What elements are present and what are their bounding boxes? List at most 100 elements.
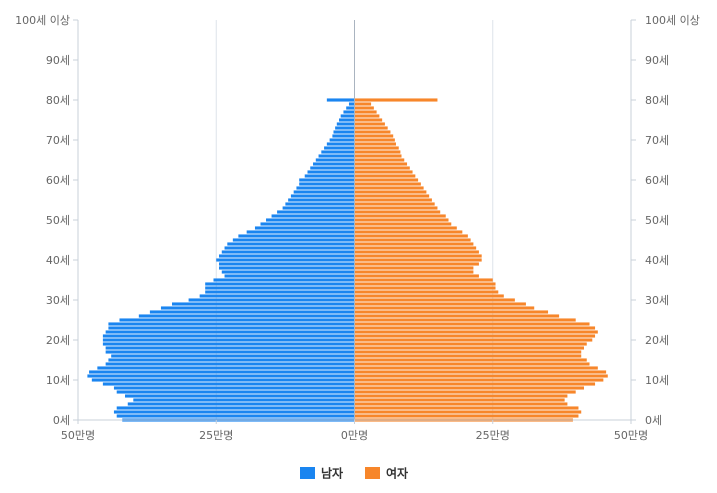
bar-female-age-72[interactable] bbox=[354, 130, 391, 134]
bar-female-age-32[interactable] bbox=[354, 290, 499, 294]
bar-male-age-70[interactable] bbox=[329, 138, 355, 142]
bar-male-age-44[interactable] bbox=[227, 242, 355, 246]
bar-female-age-27[interactable] bbox=[354, 310, 549, 314]
bar-male-age-19[interactable] bbox=[102, 342, 355, 346]
bar-female-age-38[interactable] bbox=[354, 266, 474, 270]
bar-female-age-61[interactable] bbox=[354, 174, 416, 178]
bar-female-age-5[interactable] bbox=[354, 398, 565, 402]
bar-male-age-42[interactable] bbox=[221, 250, 355, 254]
bar-male-age-74[interactable] bbox=[336, 122, 355, 126]
bar-female-age-22[interactable] bbox=[354, 330, 598, 334]
bar-female-age-39[interactable] bbox=[354, 262, 479, 266]
bar-male-age-29[interactable] bbox=[172, 302, 355, 306]
bar-male-age-1[interactable] bbox=[116, 414, 355, 418]
bar-female-age-18[interactable] bbox=[354, 346, 584, 350]
bar-male-age-41[interactable] bbox=[219, 254, 355, 258]
bar-male-age-79[interactable] bbox=[348, 102, 355, 106]
bar-male-age-43[interactable] bbox=[224, 246, 355, 250]
bar-male-age-9[interactable] bbox=[102, 382, 355, 386]
bar-male-age-39[interactable] bbox=[219, 262, 355, 266]
bar-male-age-24[interactable] bbox=[108, 322, 355, 326]
bar-male-age-53[interactable] bbox=[282, 206, 355, 210]
bar-male-age-5[interactable] bbox=[133, 398, 355, 402]
bar-male-age-8[interactable] bbox=[113, 386, 355, 390]
bar-female-age-3[interactable] bbox=[354, 406, 579, 410]
bar-female-age-23[interactable] bbox=[354, 326, 596, 330]
bar-female-age-17[interactable] bbox=[354, 350, 582, 354]
bar-female-age-37[interactable] bbox=[354, 270, 474, 274]
bar-male-age-34[interactable] bbox=[205, 282, 355, 286]
bar-male-age-13[interactable] bbox=[97, 366, 355, 370]
bar-male-age-63[interactable] bbox=[310, 166, 355, 170]
bar-male-age-32[interactable] bbox=[205, 290, 355, 294]
bar-female-age-52[interactable] bbox=[354, 210, 441, 214]
bar-female-age-30[interactable] bbox=[354, 298, 515, 302]
bar-female-age-11[interactable] bbox=[354, 374, 608, 378]
bar-male-age-22[interactable] bbox=[105, 330, 355, 334]
bar-female-age-57[interactable] bbox=[354, 190, 427, 194]
bar-male-age-73[interactable] bbox=[335, 126, 355, 130]
legend-item-female[interactable]: 여자 bbox=[365, 466, 408, 481]
bar-male-age-3[interactable] bbox=[116, 406, 355, 410]
bar-male-age-50[interactable] bbox=[266, 218, 355, 222]
bar-female-age-68[interactable] bbox=[354, 146, 399, 150]
bar-female-age-26[interactable] bbox=[354, 314, 560, 318]
bar-female-age-70[interactable] bbox=[354, 138, 395, 142]
bar-female-age-47[interactable] bbox=[354, 230, 463, 234]
bar-female-age-80[interactable] bbox=[354, 98, 438, 102]
bar-male-age-12[interactable] bbox=[89, 370, 355, 374]
bar-female-age-64[interactable] bbox=[354, 162, 408, 166]
bar-female-age-40[interactable] bbox=[354, 258, 482, 262]
bar-female-age-55[interactable] bbox=[354, 198, 432, 202]
bar-male-age-31[interactable] bbox=[199, 294, 355, 298]
bar-male-age-14[interactable] bbox=[105, 362, 355, 366]
bar-male-age-33[interactable] bbox=[205, 286, 355, 290]
bar-male-age-46[interactable] bbox=[238, 234, 355, 238]
bar-female-age-7[interactable] bbox=[354, 390, 576, 394]
bar-female-age-34[interactable] bbox=[354, 282, 496, 286]
bar-female-age-20[interactable] bbox=[354, 338, 593, 342]
bar-female-age-46[interactable] bbox=[354, 234, 468, 238]
bar-female-age-53[interactable] bbox=[354, 206, 438, 210]
bar-female-age-50[interactable] bbox=[354, 218, 449, 222]
bar-female-age-58[interactable] bbox=[354, 186, 424, 190]
bar-male-age-20[interactable] bbox=[102, 338, 355, 342]
bar-male-age-2[interactable] bbox=[113, 410, 355, 414]
bar-female-age-36[interactable] bbox=[354, 274, 479, 278]
bar-male-age-35[interactable] bbox=[213, 278, 355, 282]
bar-female-age-71[interactable] bbox=[354, 134, 394, 138]
bar-male-age-65[interactable] bbox=[315, 158, 355, 162]
bar-male-age-15[interactable] bbox=[108, 358, 355, 362]
bar-male-age-51[interactable] bbox=[271, 214, 355, 218]
bar-male-age-17[interactable] bbox=[105, 350, 355, 354]
bar-female-age-1[interactable] bbox=[354, 414, 579, 418]
bar-female-age-4[interactable] bbox=[354, 402, 568, 406]
bar-male-age-16[interactable] bbox=[111, 354, 355, 358]
bar-male-age-54[interactable] bbox=[285, 202, 355, 206]
bar-male-age-21[interactable] bbox=[102, 334, 355, 338]
bar-male-age-4[interactable] bbox=[127, 402, 355, 406]
bar-male-age-6[interactable] bbox=[125, 394, 355, 398]
bar-female-age-6[interactable] bbox=[354, 394, 568, 398]
bar-male-age-60[interactable] bbox=[299, 178, 355, 182]
bar-female-age-31[interactable] bbox=[354, 294, 504, 298]
bar-male-age-77[interactable] bbox=[343, 110, 355, 114]
bar-female-age-8[interactable] bbox=[354, 386, 584, 390]
bar-female-age-74[interactable] bbox=[354, 122, 385, 126]
bar-female-age-24[interactable] bbox=[354, 322, 590, 326]
bar-female-age-51[interactable] bbox=[354, 214, 446, 218]
bar-male-age-28[interactable] bbox=[160, 306, 355, 310]
bar-male-age-25[interactable] bbox=[119, 318, 355, 322]
bar-female-age-33[interactable] bbox=[354, 286, 496, 290]
bar-male-age-37[interactable] bbox=[221, 270, 355, 274]
bar-male-age-76[interactable] bbox=[340, 114, 355, 118]
bar-male-age-56[interactable] bbox=[290, 194, 355, 198]
bar-male-age-48[interactable] bbox=[254, 226, 355, 230]
bar-male-age-67[interactable] bbox=[321, 150, 355, 154]
bar-male-age-66[interactable] bbox=[318, 154, 355, 158]
legend[interactable]: 남자 여자 bbox=[300, 466, 408, 481]
bar-female-age-76[interactable] bbox=[354, 114, 380, 118]
bar-female-age-13[interactable] bbox=[354, 366, 598, 370]
bar-male-age-18[interactable] bbox=[105, 346, 355, 350]
bar-female-age-21[interactable] bbox=[354, 334, 596, 338]
